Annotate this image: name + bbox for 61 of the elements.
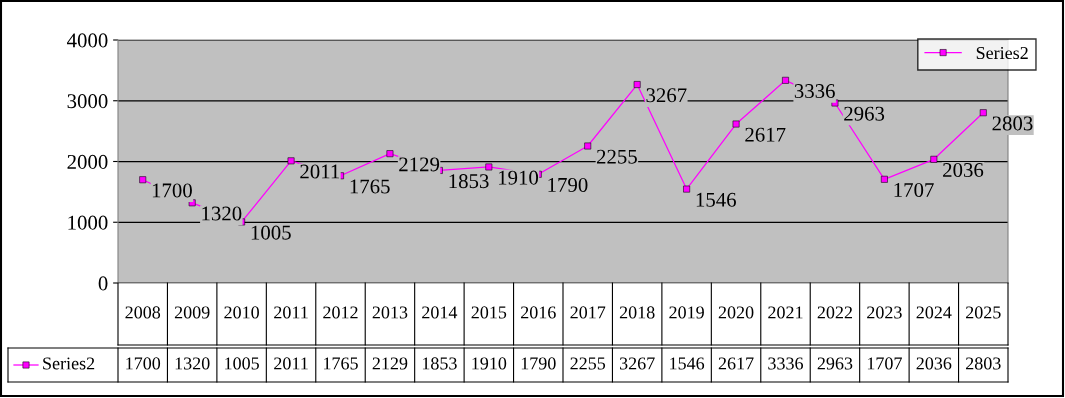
annotation: 2803 (992, 116, 1033, 131)
data-label: 1320 (175, 357, 210, 370)
annotation: 2036 (943, 162, 984, 178)
data-label: 2617 (718, 357, 754, 370)
x-tick-label: 2012 (323, 306, 358, 319)
data-label: 1910 (472, 357, 507, 370)
annotation: 3336 (794, 84, 835, 99)
data-label: 1765 (324, 357, 358, 370)
x-tick-label: 2014 (422, 306, 458, 319)
annotation: 1320 (202, 206, 242, 221)
annotation: 1853 (449, 174, 489, 189)
data-label: 1707 (867, 357, 902, 370)
x-tick-label: 2022 (817, 306, 852, 319)
x-tick-label: 2024 (916, 306, 952, 319)
annotation: 1910 (499, 170, 539, 185)
x-tick-label: 2008 (125, 306, 161, 319)
annotation: 1546 (696, 192, 736, 207)
x-tick-label: 2011 (274, 306, 308, 319)
annotation: 1790 (548, 177, 588, 192)
x-tick-label: 2025 (966, 306, 1001, 319)
data-label: 1853 (422, 357, 457, 370)
data-label: 2255 (570, 357, 606, 370)
annotation: 2617 (745, 127, 786, 142)
x-tick-label: 2015 (471, 306, 507, 319)
annotation: 1707 (894, 182, 934, 198)
data-label: 1790 (521, 357, 556, 370)
text: Series2 (43, 357, 95, 370)
x-tick-label: 2021 (768, 306, 803, 319)
legend-label: Series2 (976, 46, 1028, 60)
y-tick-label: 1000 (68, 215, 108, 230)
y-tick-label: 3000 (67, 94, 108, 109)
data-label: 2011 (274, 357, 308, 370)
x-tick-label: 2018 (619, 306, 655, 319)
annotation: 2129 (399, 157, 440, 172)
x-tick-label: 2009 (174, 306, 210, 319)
data-label: 1005 (225, 357, 259, 370)
y-tick-label: 4000 (67, 33, 108, 48)
x-tick-label: 2013 (372, 306, 408, 319)
x-tick-label: 2017 (570, 306, 606, 319)
data-label: 2963 (817, 357, 853, 370)
annotation: 1005 (251, 225, 291, 240)
x-tick-label: 2019 (669, 306, 704, 319)
annotation: 1765 (350, 179, 390, 194)
y-tick-label: 2000 (67, 154, 108, 169)
data-label: 1546 (670, 357, 705, 370)
x-tick-label: 2023 (867, 306, 902, 319)
x-tick-label: 2010 (224, 306, 259, 319)
data-label: 3336 (768, 357, 804, 370)
annotation: 2011 (300, 164, 340, 179)
y-tick-label: 0 (98, 276, 108, 291)
x-tick-label: 2016 (521, 306, 556, 319)
annotation: 1700 (152, 183, 192, 198)
annotation: 3267 (646, 88, 687, 103)
annotation: 2255 (596, 149, 637, 164)
data-label: 1700 (126, 357, 161, 370)
data-label: 2036 (916, 357, 952, 370)
data-label: 3267 (619, 357, 655, 370)
data-label: 2803 (966, 357, 1001, 370)
x-tick-label: 2020 (718, 306, 754, 319)
data-label: 2129 (372, 357, 408, 370)
annotation: 2963 (844, 106, 885, 121)
